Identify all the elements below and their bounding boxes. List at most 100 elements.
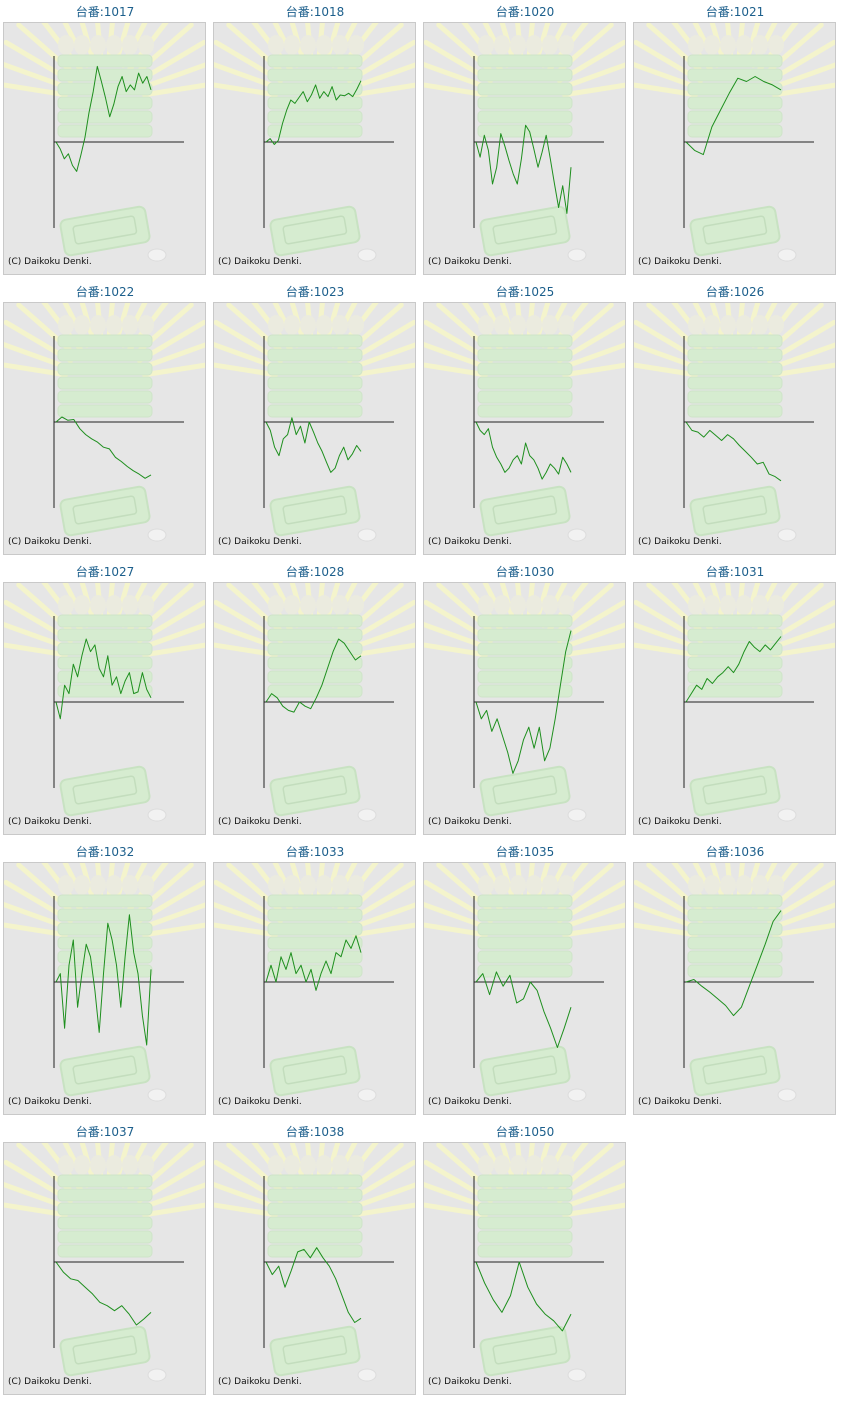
machine-graph-card[interactable]: 台番:1023 (C) Daikoku Denki.: [210, 280, 420, 560]
sunburst-ray: [424, 642, 488, 658]
crowd-figure: [494, 595, 510, 615]
crowd-figure: [332, 595, 348, 615]
machine-graph-card[interactable]: 台番:1026 (C) Daikoku Denki.: [630, 280, 840, 560]
machine-graph-card[interactable]: 台番:1028 (C) Daikoku Denki.: [210, 560, 420, 840]
tray-inner: [72, 1055, 138, 1085]
sunburst-ray: [79, 1143, 97, 1186]
machine-number-title[interactable]: 台番:1030: [495, 565, 555, 579]
crowd-figure: [284, 595, 300, 615]
tray-stack: [687, 334, 783, 348]
machine-number-title[interactable]: 台番:1033: [285, 845, 345, 859]
payout-graph: [214, 1143, 415, 1382]
copyright-text: (C) Daikoku Denki.: [218, 1097, 302, 1107]
machine-number-title[interactable]: 台番:1018: [285, 5, 345, 19]
machine-number-title[interactable]: 台番:1026: [705, 285, 765, 299]
crowd-figure: [74, 1155, 90, 1175]
machine-number-title[interactable]: 台番:1035: [495, 845, 555, 859]
crowd-figure: [752, 315, 768, 335]
machine-number-title[interactable]: 台番:1028: [285, 565, 345, 579]
crowd-figure: [138, 1155, 154, 1175]
graph-frame: (C) Daikoku Denki.: [3, 302, 206, 555]
sunburst-ray: [142, 642, 205, 658]
crowd-figure: [704, 315, 720, 335]
sunburst-ray: [214, 61, 280, 90]
machine-graph-card[interactable]: 台番:1037 (C) Daikoku Denki.: [0, 1120, 210, 1400]
machine-number-title[interactable]: 台番:1050: [495, 1125, 555, 1139]
payout-graph: [4, 23, 205, 262]
crowd-figure: [478, 875, 494, 895]
machine-graph-card[interactable]: 台番:1050 (C) Daikoku Denki.: [420, 1120, 630, 1400]
payout-graph: [4, 583, 205, 822]
sunburst-ray: [214, 82, 278, 98]
crowd-figure: [526, 1155, 542, 1175]
machine-graph-card[interactable]: 台番:1017 (C) Daikoku Denki.: [0, 0, 210, 280]
crowd-figure: [704, 35, 720, 55]
machine-graph-card[interactable]: 台番:1018 (C) Daikoku Denki.: [210, 0, 420, 280]
tray-stack: [267, 96, 363, 110]
crowd-figure: [688, 35, 704, 55]
crowd-figure: [558, 595, 574, 615]
tray-stack: [57, 362, 153, 376]
machine-number-title[interactable]: 台番:1036: [705, 845, 765, 859]
tray-stack: [687, 684, 783, 698]
machine-graph-card[interactable]: 台番:1027 (C) Daikoku Denki.: [0, 560, 210, 840]
tray-stack: [687, 656, 783, 670]
crowd-figure: [510, 35, 526, 55]
machine-number-title[interactable]: 台番:1017: [75, 5, 135, 19]
crowd-figure: [268, 595, 284, 615]
machine-number-title[interactable]: 台番:1020: [495, 5, 555, 19]
crowd-figure: [284, 1155, 300, 1175]
payout-series-line: [265, 935, 362, 991]
crowd-figure: [688, 875, 704, 895]
machine-graph-card[interactable]: 台番:1020 (C) Daikoku Denki.: [420, 0, 630, 280]
machine-graph-card[interactable]: 台番:1022 (C) Daikoku Denki.: [0, 280, 210, 560]
graph-frame: (C) Daikoku Denki.: [633, 582, 836, 835]
crowd-figure: [526, 875, 542, 895]
machine-graph-card[interactable]: 台番:1038 (C) Daikoku Denki.: [210, 1120, 420, 1400]
tray-stack: [267, 348, 363, 362]
payout-series-line: [475, 421, 572, 480]
machine-number-title[interactable]: 台番:1022: [75, 285, 135, 299]
crowd-figure: [106, 1155, 122, 1175]
machine-graph-card[interactable]: 台番:1035 (C) Daikoku Denki.: [420, 840, 630, 1120]
tray-stack: [477, 348, 573, 362]
tray-stack: [57, 1174, 153, 1188]
tray-stack: [687, 124, 783, 138]
tray-stack: [57, 894, 153, 908]
machine-graph-card[interactable]: 台番:1033 (C) Daikoku Denki.: [210, 840, 420, 1120]
sunburst-ray: [499, 863, 517, 906]
tray-stack: [267, 1230, 363, 1244]
machine-graph-card[interactable]: 台番:1025 (C) Daikoku Denki.: [420, 280, 630, 560]
background-artwork: [634, 303, 835, 542]
machine-number-title[interactable]: 台番:1037: [75, 1125, 135, 1139]
machine-number-title[interactable]: 台番:1025: [495, 285, 555, 299]
tray-inner: [72, 215, 138, 245]
crowd-figure: [526, 35, 542, 55]
background-artwork: [424, 23, 625, 262]
sunburst-ray: [350, 62, 415, 90]
machine-graph-card[interactable]: 台番:1030 (C) Daikoku Denki.: [420, 560, 630, 840]
tray-inner: [72, 1335, 138, 1365]
machine-graph-card[interactable]: 台番:1032 (C) Daikoku Denki.: [0, 840, 210, 1120]
machine-number-title[interactable]: 台番:1023: [285, 285, 345, 299]
sunburst-ray: [560, 622, 625, 650]
tray-stack: [687, 376, 783, 390]
sunburst-ray: [560, 1182, 625, 1210]
machine-graph-card[interactable]: 台番:1036 (C) Daikoku Denki.: [630, 840, 840, 1120]
machine-number-title[interactable]: 台番:1038: [285, 1125, 345, 1139]
machine-graph-card[interactable]: 台番:1031 (C) Daikoku Denki.: [630, 560, 840, 840]
machine-number-title[interactable]: 台番:1021: [705, 5, 765, 19]
machine-number-title[interactable]: 台番:1027: [75, 565, 135, 579]
tray-stack: [477, 1216, 573, 1230]
machine-graph-card[interactable]: 台番:1021 (C) Daikoku Denki.: [630, 0, 840, 280]
payout-graph: [214, 303, 415, 542]
machine-number-title[interactable]: 台番:1032: [75, 845, 135, 859]
sunburst-ray: [634, 621, 700, 650]
crowd-figure: [348, 35, 364, 55]
crowd-figure: [122, 875, 138, 895]
crowd-figure: [510, 875, 526, 895]
payout-series-line: [685, 910, 782, 1017]
sunburst-ray: [350, 1182, 415, 1210]
payout-graph: [424, 863, 625, 1102]
machine-number-title[interactable]: 台番:1031: [705, 565, 765, 579]
